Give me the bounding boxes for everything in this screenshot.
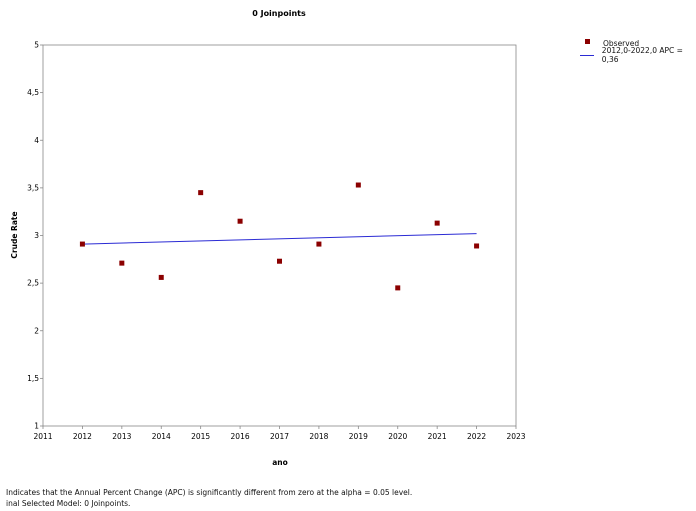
series-layer bbox=[79, 182, 480, 291]
legend-item-apc: 2012,0-2022,0 APC = 0,36 bbox=[580, 46, 696, 64]
legend-item-observed: Observed bbox=[580, 38, 696, 49]
y-tick-label: 2 bbox=[34, 326, 39, 335]
y-axis-label: Crude Rate bbox=[10, 211, 19, 258]
y-tick-label: 2,5 bbox=[27, 279, 39, 288]
x-axis: 2011 2012 2013 2014 2015 2016 2017 2018 2019 2020… bbox=[33, 426, 526, 441]
x-tick-label: 2013 bbox=[112, 432, 131, 441]
footnote-model: inal Selected Model: 0 Joinpoints. bbox=[6, 499, 131, 508]
plot-frame bbox=[42, 44, 517, 427]
observed-point bbox=[355, 182, 361, 188]
observed-point bbox=[316, 241, 322, 247]
y-tick-label: 3 bbox=[34, 231, 39, 240]
observed-point bbox=[119, 260, 125, 266]
legend-label-apc: 2012,0-2022,0 APC = 0,36 bbox=[601, 45, 683, 64]
x-tick-label: 2020 bbox=[388, 432, 407, 441]
x-tick-label: 2014 bbox=[152, 432, 171, 441]
x-tick-label: 2011 bbox=[33, 432, 52, 441]
y-tick-label: 5 bbox=[34, 41, 39, 50]
observed-point bbox=[158, 274, 164, 280]
y-tick-label: 4,5 bbox=[27, 88, 39, 97]
observed-point bbox=[198, 190, 204, 196]
x-tick-label: 2015 bbox=[191, 432, 210, 441]
x-tick-label: 2012 bbox=[73, 432, 92, 441]
chart-title: 0 Joinpoints bbox=[252, 9, 306, 18]
observed-point bbox=[395, 285, 401, 291]
x-tick-label: 2023 bbox=[506, 432, 525, 441]
y-tick-label: 3,5 bbox=[27, 183, 39, 192]
x-axis-label: ano bbox=[272, 458, 288, 467]
y-tick-label: 1,5 bbox=[27, 374, 39, 383]
legend: Observed 2012,0-2022,0 APC = 0,36 bbox=[580, 38, 696, 64]
square-marker-icon bbox=[580, 38, 600, 49]
line-icon bbox=[580, 49, 599, 60]
observed-point bbox=[237, 218, 243, 224]
x-tick-label: 2022 bbox=[467, 432, 486, 441]
x-tick-label: 2019 bbox=[349, 432, 368, 441]
y-tick-label: 4 bbox=[34, 136, 39, 145]
observed-point bbox=[79, 241, 85, 247]
legend-label-observed: Observed bbox=[603, 39, 640, 48]
observed-point bbox=[277, 258, 282, 264]
x-tick-label: 2021 bbox=[428, 432, 447, 441]
y-axis: 1 1,5 2 2,5 3 3,5 4 4,5 5 bbox=[27, 41, 43, 431]
footnote-apc: Indicates that the Annual Percent Change… bbox=[6, 488, 413, 497]
x-tick-label: 2016 bbox=[231, 432, 250, 441]
x-tick-label: 2017 bbox=[270, 432, 289, 441]
x-tick-label: 2018 bbox=[309, 432, 328, 441]
apc-trend-line bbox=[82, 233, 477, 245]
observed-point bbox=[474, 243, 480, 249]
y-tick-label: 1 bbox=[34, 422, 39, 431]
observed-point bbox=[434, 220, 440, 226]
